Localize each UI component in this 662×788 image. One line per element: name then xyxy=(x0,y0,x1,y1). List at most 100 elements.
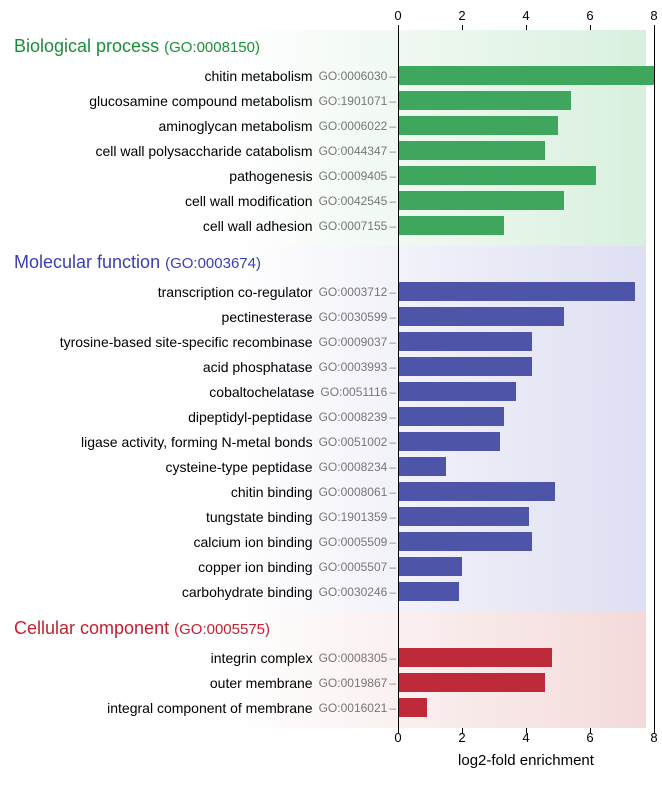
term-go-id: GO:0009405 xyxy=(319,169,388,183)
term-go-id: GO:0006030 xyxy=(319,69,388,83)
term-label: glucosamine compound metabolism xyxy=(89,93,312,109)
bar xyxy=(398,557,462,576)
bar xyxy=(398,191,564,210)
term-label: cell wall adhesion xyxy=(203,218,313,234)
label-dash: – xyxy=(389,460,396,474)
term-row: glucosamine compound metabolismGO:190107… xyxy=(8,88,654,113)
term-label: dipeptidyl-peptidase xyxy=(188,409,313,425)
bar-area xyxy=(398,645,654,670)
group-header: Molecular function (GO:0003674) xyxy=(8,250,654,279)
bar xyxy=(398,673,545,692)
label-area: dipeptidyl-peptidaseGO:0008239– xyxy=(8,409,398,425)
group-title: Cellular component xyxy=(14,618,169,638)
bar xyxy=(398,482,555,501)
bar-area xyxy=(398,429,654,454)
bar xyxy=(398,532,532,551)
term-go-id: GO:0009037 xyxy=(319,335,388,349)
term-go-id: GO:0044347 xyxy=(319,144,388,158)
bar-area xyxy=(398,213,654,238)
label-area: chitin metabolism GO:0006030– xyxy=(8,68,398,84)
term-label: tungstate binding xyxy=(206,509,313,525)
label-dash: – xyxy=(389,69,396,83)
label-dash: – xyxy=(389,410,396,424)
term-go-id: GO:0007155 xyxy=(319,219,388,233)
term-row: cell wall modificationGO:0042545– xyxy=(8,188,654,213)
term-go-id: GO:0019867 xyxy=(319,676,388,690)
label-area: integrin complexGO:0008305– xyxy=(8,650,398,666)
bar xyxy=(398,141,545,160)
label-dash: – xyxy=(389,94,396,108)
bar xyxy=(398,91,571,110)
label-dash: – xyxy=(389,310,396,324)
bar-area xyxy=(398,379,654,404)
bar xyxy=(398,357,532,376)
term-go-id: GO:0016021 xyxy=(319,701,388,715)
group-go-id: (GO:0008150) xyxy=(164,39,260,56)
term-label: cell wall modification xyxy=(185,193,313,209)
term-go-id: GO:0030599 xyxy=(319,310,388,324)
group-header: Cellular component (GO:0005575) xyxy=(8,616,654,645)
label-dash: – xyxy=(389,219,396,233)
term-row: integrin complexGO:0008305– xyxy=(8,645,654,670)
term-label: aminoglycan metabolism xyxy=(159,118,313,134)
bar-area xyxy=(398,579,654,604)
term-label: outer membrane xyxy=(210,675,313,691)
label-dash: – xyxy=(389,169,396,183)
label-dash: – xyxy=(389,119,396,133)
term-row: transcription co-regulatorGO:0003712– xyxy=(8,279,654,304)
term-label: ligase activity, forming N-metal bonds xyxy=(81,434,313,450)
label-dash: – xyxy=(389,560,396,574)
term-label: transcription co-regulator xyxy=(158,284,313,300)
label-area: pectinesterase GO:0030599– xyxy=(8,309,398,325)
label-dash: – xyxy=(389,285,396,299)
axis-tick-label: 6 xyxy=(586,8,593,23)
label-area: cell wall adhesion GO:0007155– xyxy=(8,218,398,234)
bar-area xyxy=(398,88,654,113)
bar xyxy=(398,457,446,476)
bar-area xyxy=(398,670,654,695)
bar xyxy=(398,407,504,426)
plot-body: Biological process (GO:0008150) chitin me… xyxy=(8,30,654,728)
bar xyxy=(398,307,564,326)
term-go-id: GO:0003993 xyxy=(319,360,388,374)
label-area: cysteine-type peptidaseGO:0008234– xyxy=(8,459,398,475)
bar xyxy=(398,507,529,526)
term-row: integral component of membraneGO:0016021… xyxy=(8,695,654,720)
group-go-id: (GO:0003674) xyxy=(165,255,261,272)
label-area: cell wall modificationGO:0042545– xyxy=(8,193,398,209)
label-area: integral component of membraneGO:0016021… xyxy=(8,700,398,716)
term-go-id: GO:0005507 xyxy=(319,560,388,574)
term-label: cell wall polysaccharide catabolism xyxy=(95,143,312,159)
term-row: cell wall polysaccharide catabolism GO:00… xyxy=(8,138,654,163)
bar xyxy=(398,382,516,401)
axis-tick-label: 8 xyxy=(650,8,657,23)
group-header: Biological process (GO:0008150) xyxy=(8,34,654,63)
term-label: tyrosine-based site-specific recombinase xyxy=(60,334,313,350)
term-row: ligase activity, forming N-metal bonds GO… xyxy=(8,429,654,454)
label-area: tungstate bindingGO:1901359– xyxy=(8,509,398,525)
label-area: cell wall polysaccharide catabolism GO:00… xyxy=(8,143,398,159)
label-area: pathogenesisGO:0009405– xyxy=(8,168,398,184)
term-row: chitin bindingGO:0008061– xyxy=(8,479,654,504)
label-dash: – xyxy=(389,144,396,158)
term-row: outer membraneGO:0019867– xyxy=(8,670,654,695)
term-go-id: GO:1901359 xyxy=(319,510,388,524)
label-area: cobaltochelataseGO:0051116– xyxy=(8,384,398,400)
bar xyxy=(398,166,596,185)
group-go-id: (GO:0005575) xyxy=(174,621,270,638)
label-dash: – xyxy=(389,360,396,374)
bar xyxy=(398,582,459,601)
term-label: integrin complex xyxy=(211,650,313,666)
term-label: chitin metabolism xyxy=(204,68,312,84)
term-row: dipeptidyl-peptidaseGO:0008239– xyxy=(8,404,654,429)
label-dash: – xyxy=(389,585,396,599)
bar-area xyxy=(398,329,654,354)
term-go-id: GO:0008234 xyxy=(319,460,388,474)
label-area: ligase activity, forming N-metal bonds GO… xyxy=(8,434,398,450)
term-label: pectinesterase xyxy=(222,309,313,325)
term-row: tyrosine-based site-specific recombinase… xyxy=(8,329,654,354)
bar xyxy=(398,432,500,451)
label-area: transcription co-regulatorGO:0003712– xyxy=(8,284,398,300)
term-go-id: GO:0051002 xyxy=(319,435,388,449)
term-row: cysteine-type peptidaseGO:0008234– xyxy=(8,454,654,479)
